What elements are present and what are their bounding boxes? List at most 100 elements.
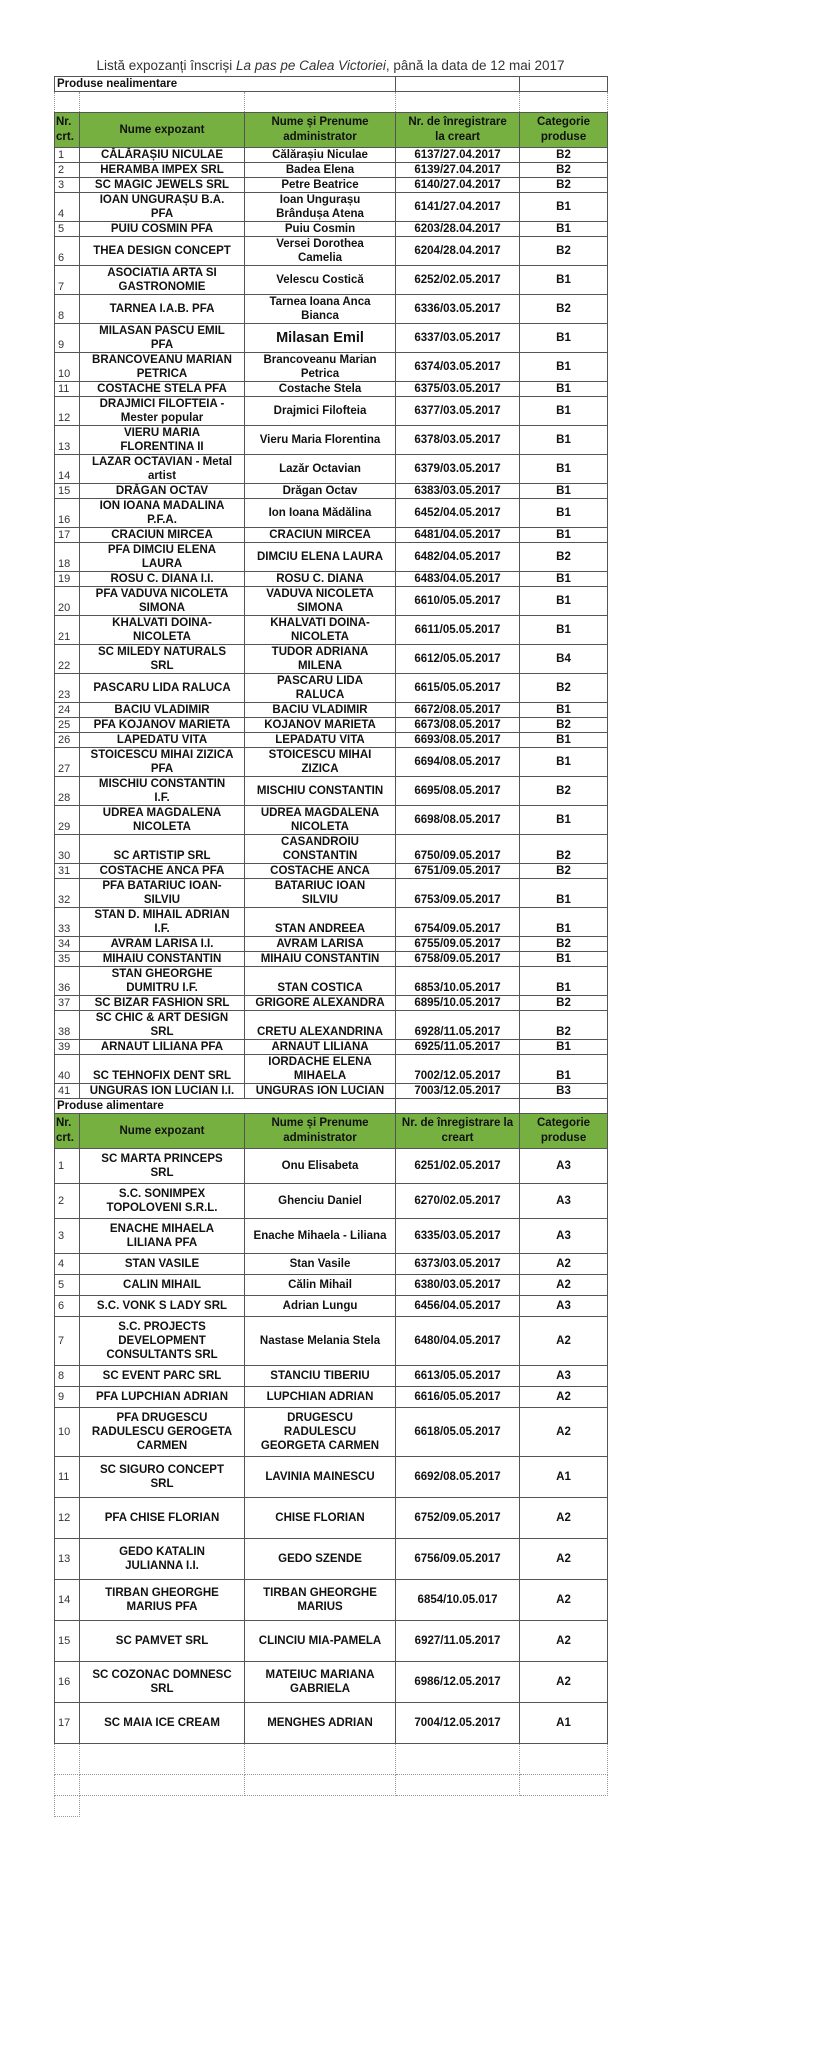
row-number: 38 [54, 1010, 80, 1040]
row-number: 28 [54, 776, 80, 806]
exhibitor-name: PFA CHISE FLORIAN [79, 1497, 245, 1539]
registration-number: 6756/09.05.2017 [395, 1538, 521, 1580]
empty-cell [243, 91, 397, 113]
row-number: 16 [54, 1661, 80, 1703]
product-category: B1 [519, 192, 609, 222]
table-row: 25 PFA KOJANOV MARIETA KOJANOV MARIETA 6673… [54, 717, 609, 733]
product-category: B1 [519, 483, 609, 499]
table-row: 9 MILASAN PASCU EMIL PFA Milasan Emil 6337/… [54, 323, 609, 353]
product-category: B1 [519, 498, 609, 528]
row-number: 12 [54, 396, 80, 426]
administrator-name: Ioan Ungurașu Brândușa Atena [243, 192, 397, 222]
administrator-name: Badea Elena [243, 162, 397, 178]
row-number: 1 [54, 147, 80, 163]
row-number: 11 [54, 381, 80, 397]
table-row: 6 S.C. VONK S LADY SRL Adrian Lungu 6456/04… [54, 1295, 609, 1317]
exhibitor-name: SC COZONAC DOMNESC SRL [79, 1661, 245, 1703]
registration-number: 6140/27.04.2017 [395, 177, 521, 193]
registration-number: 6927/11.05.2017 [395, 1620, 521, 1662]
table-row: 12 PFA CHISE FLORIAN CHISE FLORIAN 6752/09.… [54, 1497, 609, 1539]
registration-number: 6480/04.05.2017 [395, 1316, 521, 1366]
exhibitor-name: CĂLĂRAȘIU NICULAE [79, 147, 245, 163]
exhibitor-name: ARNAUT LILIANA PFA [79, 1039, 245, 1055]
product-category: A2 [519, 1253, 609, 1275]
row-number: 31 [54, 863, 80, 879]
table-row: 27 STOICESCU MIHAI ZIZICA PFA STOICESCU MI… [54, 747, 609, 777]
product-category: B2 [519, 177, 609, 193]
registration-number: 6616/05.05.2017 [395, 1386, 521, 1408]
section-title: Produse nealimentare [53, 76, 397, 92]
product-category: B1 [519, 454, 609, 484]
table-row: 34 AVRAM LARISA I.I. AVRAM LARISA 6755/09.0… [54, 936, 609, 952]
row-number: 32 [54, 878, 80, 908]
row-number: 13 [54, 425, 80, 455]
empty-cell [79, 91, 245, 113]
row-number: 29 [54, 805, 80, 835]
administrator-name: Călărașiu Niculae [243, 147, 397, 163]
product-category: B2 [519, 162, 609, 178]
administrator-name: TUDOR ADRIANA MILENA [243, 644, 397, 674]
administrator-name: MISCHIU CONSTANTIN [243, 776, 397, 806]
product-category: A2 [519, 1386, 609, 1408]
administrator-name: Milasan Emil [243, 323, 397, 353]
administrator-name: STAN ANDREEA [243, 907, 397, 937]
table-row: 7 ASOCIATIA ARTA SI GASTRONOMIE Velescu Co… [54, 265, 609, 295]
exhibitor-name: S.C. VONK S LADY SRL [79, 1295, 245, 1317]
registration-number: 6751/09.05.2017 [395, 863, 521, 879]
product-category: A2 [519, 1274, 609, 1296]
registration-number: 6337/03.05.2017 [395, 323, 521, 353]
header-row: Nr. crt. Nume expozant Nume și Prenume adm… [54, 1113, 609, 1149]
product-category: B1 [519, 907, 609, 937]
exhibitor-name: ION IOANA MADALINA P.F.A. [79, 498, 245, 528]
row-number: 4 [54, 1253, 80, 1275]
exhibitor-name: PASCARU LIDA RALUCA [79, 673, 245, 703]
exhibitor-name: ROSU C. DIANA I.I. [79, 571, 245, 587]
product-category: B1 [519, 1054, 609, 1084]
exhibitor-name: SC MAGIC JEWELS SRL [79, 177, 245, 193]
exhibitor-name: CALIN MIHAIL [79, 1274, 245, 1296]
table-row: 3 ENACHE MIHAELA LILIANA PFA Enache Mihael… [54, 1218, 609, 1254]
exhibitor-name: BACIU VLADIMIR [79, 702, 245, 718]
table-row: 8 TARNEA I.A.B. PFA Tarnea Ioana Anca Bian… [54, 294, 609, 324]
table-row: 1 CĂLĂRAȘIU NICULAE Călărașiu Niculae 6137/… [54, 147, 609, 163]
row-number: 24 [54, 702, 80, 718]
empty-cell [243, 1743, 397, 1775]
administrator-name: Velescu Costică [243, 265, 397, 295]
product-category: B1 [519, 951, 609, 967]
registration-number: 6615/05.05.2017 [395, 673, 521, 703]
product-category: B1 [519, 381, 609, 397]
registration-number: 6378/03.05.2017 [395, 425, 521, 455]
exhibitor-name: TIRBAN GHEORGHE MARIUS PFA [79, 1579, 245, 1621]
row-number: 19 [54, 571, 80, 587]
exhibitor-name: HERAMBA IMPEX SRL [79, 162, 245, 178]
row-number: 8 [54, 1365, 80, 1387]
registration-number: 6853/10.05.2017 [395, 966, 521, 996]
exhibitor-name: STAN D. MIHAIL ADRIAN I.F. [79, 907, 245, 937]
exhibitor-name: PFA LUPCHIAN ADRIAN [79, 1386, 245, 1408]
administrator-name: KOJANOV MARIETA [243, 717, 397, 733]
administrator-name: Stan Vasile [243, 1253, 397, 1275]
row-number: 6 [54, 1295, 80, 1317]
product-category: B1 [519, 352, 609, 382]
row-number: 20 [54, 586, 80, 616]
registration-number: 7004/12.05.2017 [395, 1702, 521, 1744]
table-row: 37 SC BIZAR FASHION SRL GRIGORE ALEXANDRA 6… [54, 995, 609, 1011]
document-title: Listă expozanți înscriși La pas pe Calea… [54, 58, 607, 73]
empty-row [54, 1774, 609, 1796]
row-number: 3 [54, 1218, 80, 1254]
product-category: A3 [519, 1365, 609, 1387]
product-category: A2 [519, 1579, 609, 1621]
table-row: 26 LAPEDATU VITA LEPADATU VITA 6693/08.05.2… [54, 732, 609, 748]
exhibitors-table: Produse nealimentare Nr. crt. Nume expozan… [53, 76, 609, 1817]
row-number: 16 [54, 498, 80, 528]
section-title-row: Produse alimentare [53, 1098, 609, 1114]
administrator-name: Drajmici Filofteia [243, 396, 397, 426]
registration-number: 6612/05.05.2017 [395, 644, 521, 674]
registration-number: 6986/12.05.2017 [395, 1661, 521, 1703]
product-category: A2 [519, 1407, 609, 1457]
table-row: 7 S.C. PROJECTS DEVELOPMENT CONSULTANTS S… [54, 1316, 609, 1366]
column-header-administrator-name: Nume și Prenume administrator [243, 1113, 397, 1149]
registration-number: 6452/04.05.2017 [395, 498, 521, 528]
table-row: 35 MIHAIU CONSTANTIN MIHAIU CONSTANTIN 6758… [54, 951, 609, 967]
registration-number: 6482/04.05.2017 [395, 542, 521, 572]
